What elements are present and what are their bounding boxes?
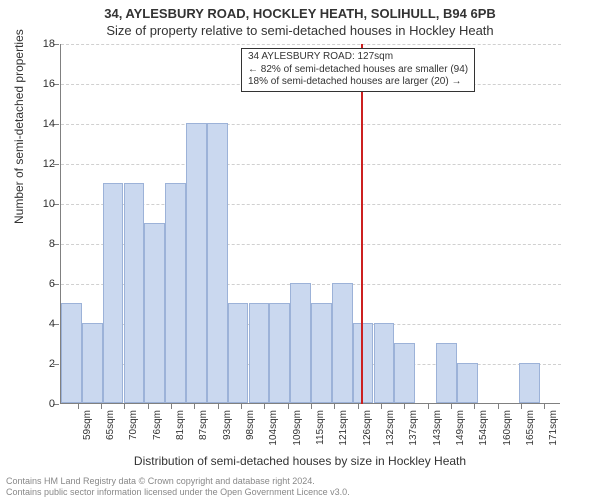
histogram-bar <box>290 283 311 403</box>
histogram-bar <box>186 123 207 403</box>
histogram-bar <box>82 323 103 403</box>
histogram-bar <box>61 303 82 403</box>
x-tick <box>474 403 475 409</box>
x-tick-label: 132sqm <box>385 410 396 460</box>
histogram-bar <box>249 303 270 403</box>
property-marker-line <box>361 44 363 404</box>
x-tick <box>288 403 289 409</box>
gridline-h <box>61 124 561 125</box>
x-tick-label: 109sqm <box>292 410 303 460</box>
x-tick-label: 154sqm <box>478 410 489 460</box>
x-tick-label: 70sqm <box>128 410 139 460</box>
histogram-bar <box>374 323 395 403</box>
y-tick-label: 8 <box>31 238 55 250</box>
x-tick-label: 115sqm <box>315 410 326 460</box>
x-tick-label: 160sqm <box>502 410 513 460</box>
footer-attribution: Contains HM Land Registry data © Crown c… <box>6 476 350 498</box>
x-axis-title: Distribution of semi-detached houses by … <box>0 454 600 468</box>
y-tick-label: 18 <box>31 38 55 50</box>
histogram-bar <box>519 363 540 403</box>
chart-subtitle: Size of property relative to semi-detach… <box>0 21 600 38</box>
plot-area: 02468101214161859sqm65sqm70sqm76sqm81sqm… <box>60 44 560 404</box>
x-tick <box>358 403 359 409</box>
x-tick-label: 87sqm <box>198 410 209 460</box>
x-tick <box>544 403 545 409</box>
y-tick-label: 12 <box>31 158 55 170</box>
y-tick-label: 2 <box>31 358 55 370</box>
x-tick <box>311 403 312 409</box>
histogram-bar <box>353 323 374 403</box>
annotation-line-2: ← 82% of semi-detached houses are smalle… <box>248 64 468 77</box>
y-tick-label: 16 <box>31 78 55 90</box>
page-title: 34, AYLESBURY ROAD, HOCKLEY HEATH, SOLIH… <box>0 0 600 21</box>
y-tick-label: 4 <box>31 318 55 330</box>
histogram-bar <box>457 363 478 403</box>
x-tick-label: 59sqm <box>82 410 93 460</box>
x-tick-label: 165sqm <box>525 410 536 460</box>
histogram-bar <box>269 303 290 403</box>
histogram-bar <box>311 303 332 403</box>
x-tick-label: 76sqm <box>152 410 163 460</box>
x-tick <box>451 403 452 409</box>
gridline-h <box>61 164 561 165</box>
footer-line-2: Contains public sector information licen… <box>6 487 350 498</box>
x-tick-label: 143sqm <box>432 410 443 460</box>
y-tick-label: 6 <box>31 278 55 290</box>
histogram-bar <box>165 183 186 403</box>
histogram-bar <box>436 343 457 403</box>
x-tick <box>148 403 149 409</box>
x-tick-label: 126sqm <box>362 410 373 460</box>
x-tick <box>78 403 79 409</box>
x-tick <box>521 403 522 409</box>
histogram-bar <box>144 223 165 403</box>
histogram-bar <box>207 123 228 403</box>
histogram-bar <box>228 303 249 403</box>
x-tick <box>194 403 195 409</box>
x-tick <box>404 403 405 409</box>
x-tick-label: 104sqm <box>268 410 279 460</box>
footer-line-1: Contains HM Land Registry data © Crown c… <box>6 476 350 487</box>
x-tick-label: 65sqm <box>105 410 116 460</box>
x-tick <box>171 403 172 409</box>
gridline-h <box>61 44 561 45</box>
y-tick-label: 10 <box>31 198 55 210</box>
y-axis-title: Number of semi-detached properties <box>12 29 26 224</box>
x-tick <box>218 403 219 409</box>
y-tick-label: 0 <box>31 398 55 410</box>
x-tick <box>241 403 242 409</box>
x-tick <box>124 403 125 409</box>
x-tick <box>498 403 499 409</box>
x-tick <box>428 403 429 409</box>
histogram-bar <box>332 283 353 403</box>
x-tick-label: 93sqm <box>222 410 233 460</box>
histogram-bar <box>103 183 124 403</box>
x-tick <box>264 403 265 409</box>
histogram-bar <box>394 343 415 403</box>
x-tick-label: 137sqm <box>408 410 419 460</box>
annotation-line-1: 34 AYLESBURY ROAD: 127sqm <box>248 51 468 64</box>
x-tick-label: 171sqm <box>548 410 559 460</box>
histogram-bar <box>124 183 145 403</box>
x-tick-label: 98sqm <box>245 410 256 460</box>
annotation-box: 34 AYLESBURY ROAD: 127sqm← 82% of semi-d… <box>241 48 475 92</box>
x-tick <box>101 403 102 409</box>
chart-container: 34, AYLESBURY ROAD, HOCKLEY HEATH, SOLIH… <box>0 0 600 500</box>
chart-area: 02468101214161859sqm65sqm70sqm76sqm81sqm… <box>60 44 560 404</box>
x-tick <box>381 403 382 409</box>
x-tick-label: 149sqm <box>455 410 466 460</box>
x-tick-label: 121sqm <box>338 410 349 460</box>
x-tick-label: 81sqm <box>175 410 186 460</box>
y-tick-label: 14 <box>31 118 55 130</box>
x-tick <box>334 403 335 409</box>
annotation-line-3: 18% of semi-detached houses are larger (… <box>248 76 468 89</box>
